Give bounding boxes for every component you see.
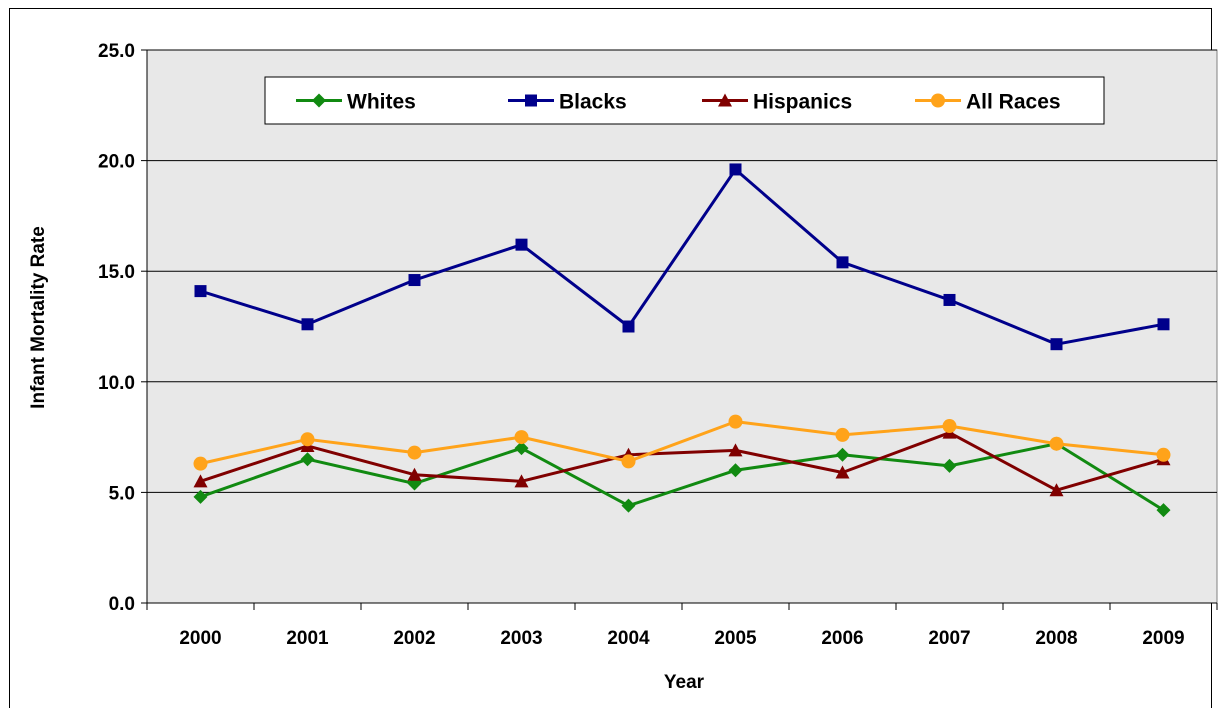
data-point-whites [514,441,529,456]
data-point-blacks [622,320,635,333]
data-point-all-races [514,430,529,445]
data-point-blacks [408,274,421,287]
data-point-blacks [194,285,207,298]
data-point-all-races [193,456,208,471]
data-point-hispanics [835,465,850,479]
series-line-whites [200,442,1165,512]
legend-marker-all-races [931,93,945,108]
legend-marker-blacks [525,94,537,107]
legend-marker-whites [312,93,326,108]
series-line-all-races [200,420,1164,466]
legend-label-blacks: Blacks [559,91,627,114]
legend-label-all-races: All Races [966,91,1061,114]
data-point-all-races [1049,436,1064,451]
x-tick-label: 2004 [607,628,650,649]
data-point-all-races [407,445,422,460]
series-line-hispanics [200,431,1164,492]
data-point-blacks [301,318,314,331]
y-axis-title: Infant Mortality Rate [28,226,49,409]
data-point-whites [835,447,850,462]
data-point-all-races [942,419,957,434]
x-tick-label: 2002 [393,628,435,649]
x-tick-label: 2007 [928,628,970,649]
data-point-blacks [515,238,528,251]
data-point-hispanics [1049,483,1064,497]
x-axis-title: Year [664,672,705,693]
y-tick-label: 25.0 [98,41,135,62]
x-tick-label: 2001 [286,628,329,649]
data-point-hispanics [728,443,743,457]
legend [264,76,1105,125]
y-tick-label: 5.0 [109,483,135,504]
data-point-blacks [943,293,956,306]
x-tick-label: 2009 [1142,628,1184,649]
data-point-all-races [621,454,636,469]
y-tick-label: 20.0 [98,152,135,173]
legend-marker-hispanics [718,93,732,107]
data-point-all-races [300,432,315,447]
y-tick-label: 15.0 [98,262,135,283]
legend-label-whites: Whites [347,91,416,114]
y-tick-label: 10.0 [98,373,135,394]
data-point-whites [1156,503,1171,518]
data-point-all-races [1156,447,1171,462]
data-point-whites [300,452,315,467]
data-point-whites [942,458,957,473]
data-point-whites [621,498,636,513]
data-point-all-races [835,427,850,442]
data-point-whites [193,489,208,504]
x-tick-label: 2006 [821,628,863,649]
series-line-blacks [200,167,1164,346]
x-tick-label: 2005 [714,628,757,649]
x-tick-label: 2003 [500,628,542,649]
y-tick-label: 0.0 [109,594,135,615]
legend-label-hispanics: Hispanics [753,91,852,114]
data-point-all-races [728,414,743,429]
x-tick-label: 2008 [1035,628,1077,649]
data-point-blacks [1157,318,1170,331]
data-point-blacks [836,256,849,269]
x-tick-label: 2000 [179,628,221,649]
data-point-whites [728,463,743,478]
data-point-blacks [729,163,742,176]
data-point-hispanics [193,474,208,488]
data-point-blacks [1050,338,1063,351]
data-point-hispanics [514,474,529,488]
data-point-hispanics [407,467,422,481]
